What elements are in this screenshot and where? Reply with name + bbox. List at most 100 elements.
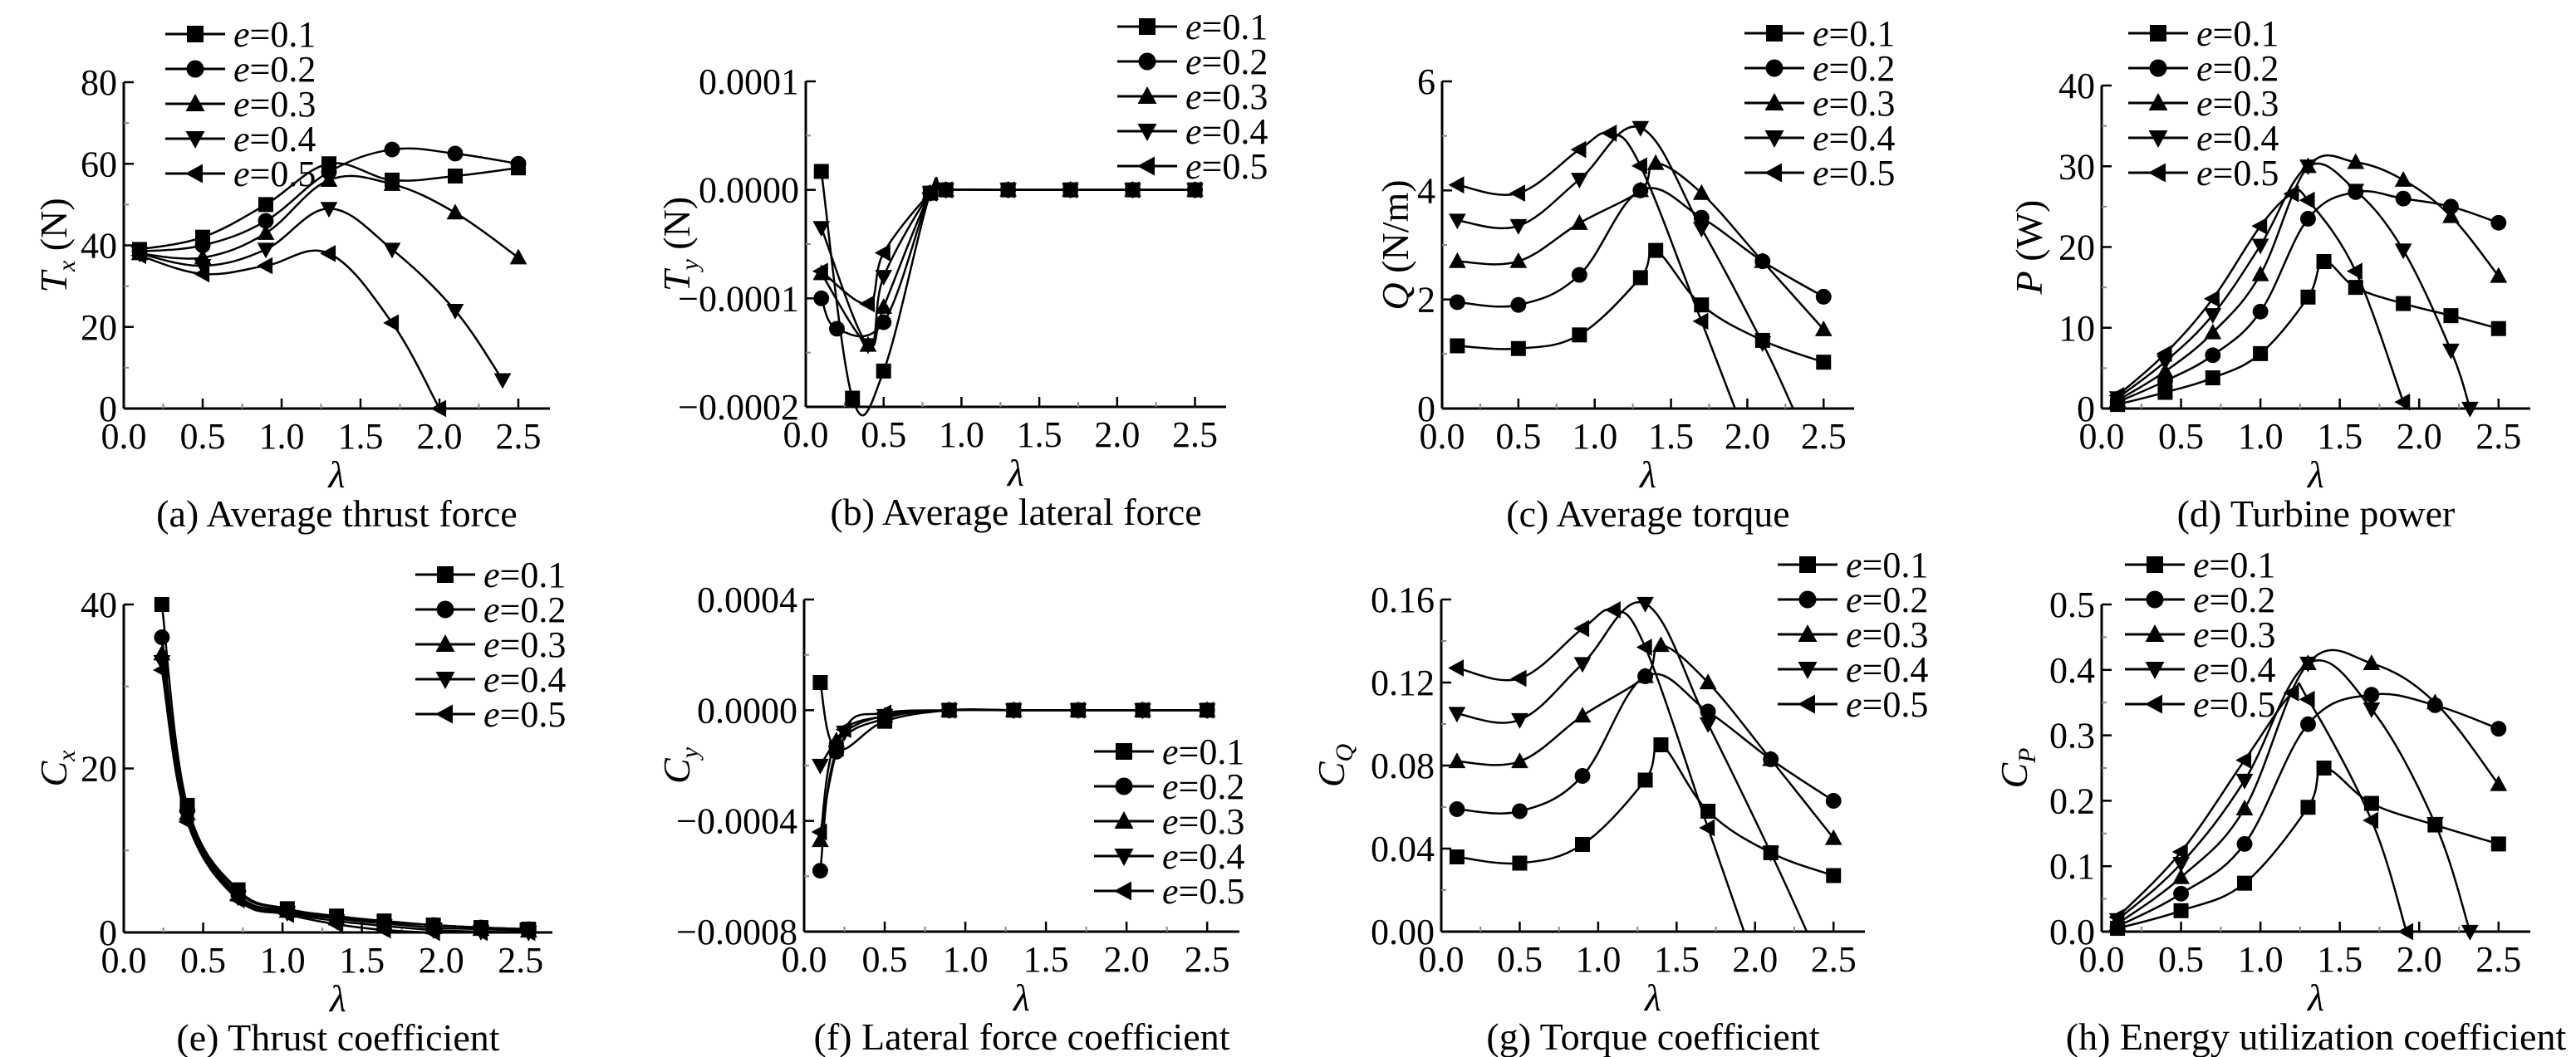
series-e-0-5 (2108, 682, 2414, 941)
data-point (2461, 924, 2479, 941)
data-point (1816, 355, 1832, 370)
data-point (1570, 213, 1588, 230)
data-point (2363, 795, 2379, 811)
legend-label: e=0.3 (1185, 76, 1268, 117)
series-e-0-4 (812, 183, 1204, 355)
data-point (1636, 596, 1654, 613)
y-tick-label: 40 (81, 226, 117, 267)
legend-marker-square-icon (1799, 556, 1816, 573)
y-tick-label: 0 (1417, 389, 1435, 429)
data-point (1509, 184, 1525, 202)
legend-label: e=0.2 (2193, 580, 2275, 620)
chart-caption: (e) Thrust coefficient (176, 1016, 499, 1057)
data-point (2363, 654, 2381, 671)
series-e-0-3 (1449, 154, 1833, 336)
x-tick-label: 2.5 (2475, 939, 2521, 980)
data-point (811, 823, 827, 841)
legend-marker-triangle-down-icon (1137, 124, 1157, 141)
x-tick-label: 2.5 (2475, 416, 2521, 457)
legend-item: e=0.3 (1778, 614, 1928, 655)
legend-item: e=0.1 (2125, 545, 2275, 585)
data-point (1004, 701, 1021, 719)
series-e-0-5 (2108, 184, 2411, 411)
legend-item: e=0.4 (1117, 111, 1268, 152)
data-point (2394, 170, 2412, 187)
data-point (2299, 656, 2317, 673)
y-tick-label: −0.0001 (678, 278, 799, 319)
data-point (1509, 252, 1528, 268)
legend-item: e=0.4 (1778, 649, 1928, 690)
data-point (446, 304, 464, 320)
x-tick-label: 0.0 (783, 414, 829, 455)
data-point (1573, 619, 1590, 638)
chart-panel-g: 0.0 0.5 1.0 1.5 2.0 2.5 0.00 0.04 0.08 0.12 0.16 CQ… (1310, 545, 1928, 1057)
x-tick-label: 1.0 (2238, 939, 2284, 980)
data-point (1510, 296, 1527, 313)
series-line (139, 249, 441, 409)
legend-item: e=0.2 (2125, 580, 2275, 620)
legend-marker-triangle-down-icon (435, 672, 455, 689)
data-point (493, 373, 512, 389)
x-tick-label: 1.5 (2317, 416, 2363, 457)
data-point (813, 290, 830, 306)
data-point (1631, 157, 1647, 175)
legend-label: e=0.3 (233, 84, 316, 125)
x-tick-label: 0.0 (2079, 416, 2125, 457)
y-tick-label: 0.08 (1371, 746, 1435, 786)
data-point (1824, 829, 1842, 845)
series-e-0-3 (2108, 153, 2508, 408)
series-e-0-1 (2110, 254, 2506, 413)
series-line (160, 661, 529, 934)
series-line (160, 604, 529, 931)
x-tick-label: 2.0 (417, 416, 463, 457)
x-tick-label: 1.0 (260, 940, 306, 981)
data-point (153, 655, 171, 671)
data-point (2490, 214, 2507, 231)
data-point (2316, 254, 2332, 270)
legend-label: e=0.1 (1813, 13, 1895, 54)
legend-marker-triangle-left-icon (1798, 694, 1815, 714)
legend-label: e=0.4 (1813, 118, 1895, 159)
legend-marker-triangle-down-icon (1798, 662, 1818, 679)
legend-label: e=0.3 (2193, 614, 2275, 655)
data-point (257, 242, 275, 259)
legend: e=0.1e=0.2e=0.3e=0.4e=0.5 (415, 555, 566, 735)
x-tick-label: 0.5 (862, 939, 908, 980)
data-point (1754, 336, 1772, 352)
x-axis-title: λ (328, 977, 346, 1020)
legend-label: e=0.2 (1813, 48, 1895, 89)
legend-label: e=0.4 (233, 119, 316, 159)
y-tick-label: 0.0 (2049, 912, 2095, 952)
data-point (829, 321, 845, 337)
data-point (1637, 772, 1653, 788)
legend-item: e=0.4 (2128, 118, 2279, 159)
data-point (446, 203, 464, 220)
y-tick-label: 20 (81, 749, 117, 790)
series-e-0-4 (153, 655, 537, 942)
data-point (2204, 308, 2222, 324)
data-point (1631, 181, 1650, 198)
series-line (2117, 154, 2500, 402)
legend-marker-triangle-up-icon (1798, 624, 1818, 642)
data-point (1449, 294, 1465, 311)
data-point (2395, 190, 2412, 207)
data-point (2203, 290, 2220, 308)
legend-item: e=0.2 (1117, 42, 1268, 82)
data-point (447, 145, 464, 162)
legend-label: e=0.2 (2196, 48, 2279, 89)
data-point (1762, 845, 1780, 862)
data-point (1512, 855, 1528, 871)
data-point (2442, 207, 2460, 223)
y-tick-label: 2 (1417, 280, 1435, 321)
legend-marker-triangle-down-icon (1764, 130, 1784, 148)
x-axis-title: λ (1638, 453, 1656, 496)
chart-caption: (h) Energy utilization coefficient (2066, 1015, 2567, 1057)
legend: e=0.1e=0.2e=0.3e=0.4e=0.5 (2125, 545, 2275, 725)
legend-label: e=0.3 (1813, 83, 1895, 124)
legend: e=0.1e=0.2e=0.3e=0.4e=0.5 (1094, 732, 1244, 912)
data-point (2156, 345, 2172, 363)
data-point (1604, 601, 1621, 619)
data-point (999, 181, 1015, 199)
data-point (327, 915, 344, 933)
x-tick-label: 0.0 (101, 416, 147, 457)
